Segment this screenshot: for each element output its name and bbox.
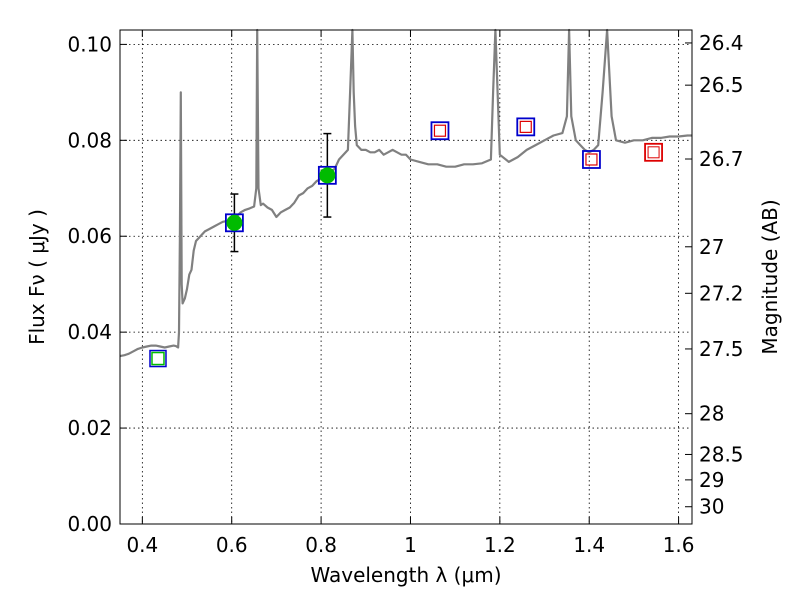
x-tick-label: 1.6 <box>663 533 695 557</box>
grid <box>120 30 692 525</box>
y-tick-label: 0.02 <box>67 416 112 440</box>
photometry-inner-square <box>585 153 598 166</box>
right-tick-label: 27 <box>699 235 724 259</box>
x-tick-label: 1.2 <box>484 533 516 557</box>
right-tick-label: 26.4 <box>699 31 744 55</box>
right-tick-label: 29 <box>699 468 724 492</box>
photometry-square <box>582 150 601 169</box>
photometry-inner-square <box>433 124 447 137</box>
plot-frame <box>119 29 693 525</box>
spectrum-line <box>119 28 692 358</box>
photometry-square <box>224 213 244 233</box>
y-tick-label: 0.08 <box>67 128 112 152</box>
y-tick-label: 0.04 <box>67 320 112 344</box>
right-tick-label: 28.5 <box>699 442 744 466</box>
y-tick-label: 0.06 <box>67 224 112 248</box>
y-axis-title: Flux Fν ( μJy ) <box>25 209 49 345</box>
right-tick-label: 27.5 <box>699 337 744 361</box>
photometry-square <box>644 142 663 162</box>
right-tick-label: 28 <box>699 402 724 426</box>
right-tick-label: 27.2 <box>699 281 744 305</box>
photometry-square <box>317 165 337 185</box>
x-axis-title: Wavelength λ (μm) <box>310 563 501 587</box>
spectrum-layer <box>119 28 692 358</box>
x-tick-label: 1 <box>404 533 417 557</box>
photometry-square <box>430 121 450 141</box>
x-tick-label: 0.8 <box>305 533 337 557</box>
photometry-detection-dot <box>319 167 336 184</box>
y-tick-label: 0.10 <box>67 32 112 56</box>
x-tick-label: 0.6 <box>216 533 248 557</box>
right-tick-label: 26.7 <box>699 147 744 171</box>
photometry-layer <box>149 117 663 368</box>
photometry-inner-square <box>647 146 660 159</box>
photometry-square <box>516 117 536 137</box>
right-tick-label: 30 <box>699 495 724 519</box>
y-tick-label: 0.00 <box>67 512 112 536</box>
right-axis-title: Magnitude (AB) <box>758 199 782 354</box>
photometry-inner-square <box>519 120 532 133</box>
photometry-detection-dot <box>226 214 243 231</box>
right-tick-label: 26.5 <box>699 73 744 97</box>
ticks: 0.4 0.6 0.8 1 1.2 1.4 1.6 0.00 0.02 0.04 0.06 0.08 0… <box>67 30 744 557</box>
x-tick-label: 1.4 <box>573 533 605 557</box>
photometry-inner-square <box>151 351 165 366</box>
photometry-square <box>149 349 167 368</box>
x-tick-label: 0.4 <box>126 533 158 557</box>
